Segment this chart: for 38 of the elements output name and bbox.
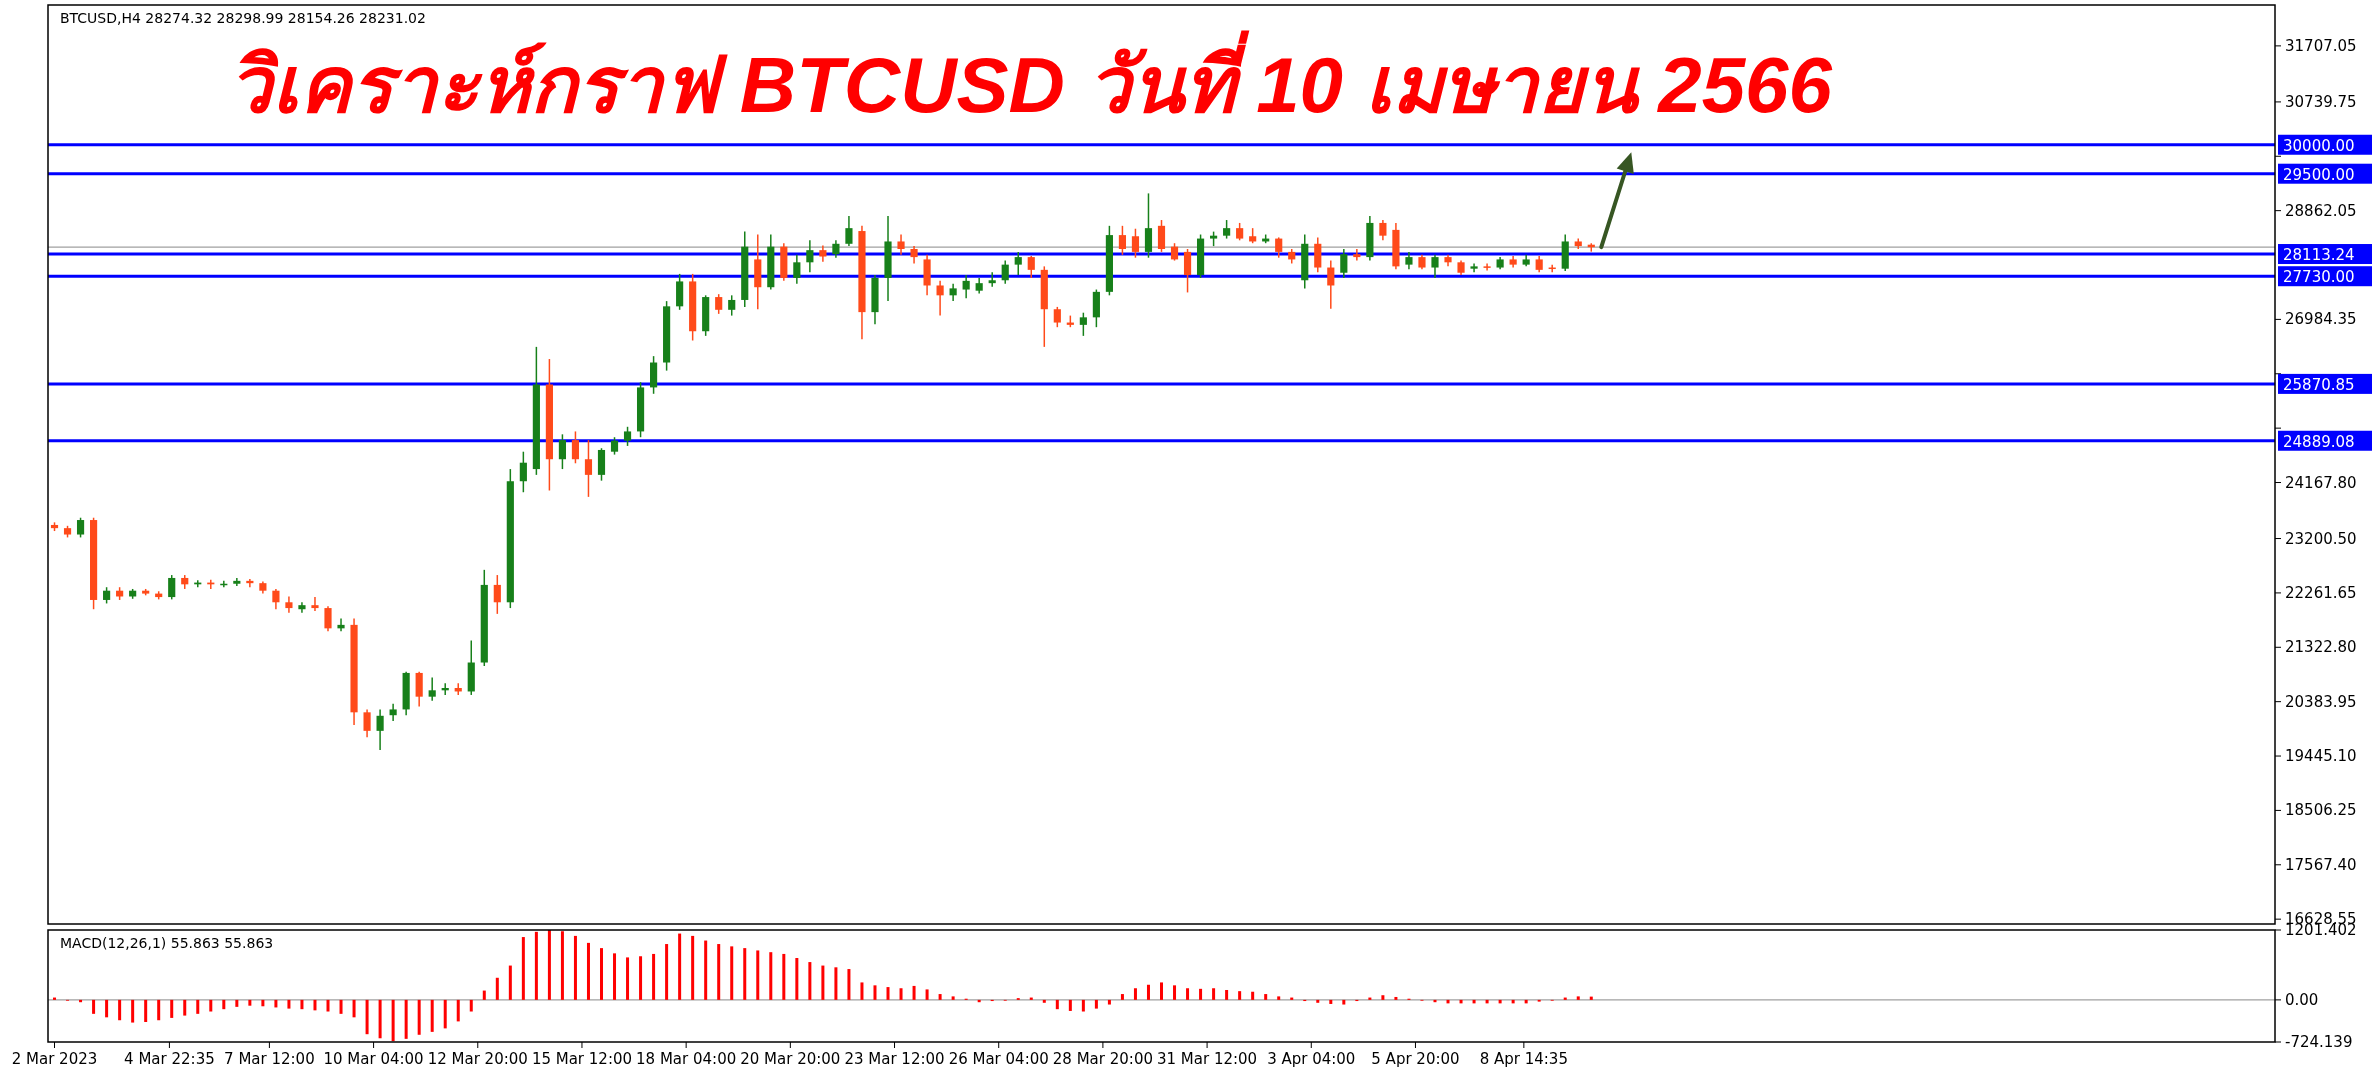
y-tick-label: 0.00 [2285, 990, 2319, 1009]
y-tick-label: 20383.95 [2285, 692, 2357, 711]
x-tick-label: 18 Mar 04:00 [636, 1050, 737, 1068]
x-tick-label: 12 Mar 20:00 [427, 1050, 528, 1068]
y-tick-label: 28862.05 [2285, 201, 2357, 220]
x-tick-label: 10 Mar 04:00 [323, 1050, 424, 1068]
y-tick-label: 23200.50 [2285, 529, 2357, 548]
x-tick-label: 20 Mar 20:00 [740, 1050, 841, 1068]
annotation: BTCUSD,H4 28274.32 28298.99 28154.26 28231.02 [60, 10, 426, 26]
y-tick-label: -724.139 [2285, 1033, 2353, 1051]
x-tick-label: 7 Mar 12:00 [224, 1050, 315, 1068]
x-tick-label: 2 Mar 2023 [11, 1050, 98, 1068]
text: วิเคราะห์กราฟ BTCUSD วันที่ 10 เมษายน 2566 [228, 30, 1833, 129]
x-tick-label: 4 Mar 22:35 [124, 1050, 215, 1068]
y-tick-label: 24167.80 [2285, 473, 2357, 492]
annotation: MACD(12,26,1) 55.863 55.863 [60, 935, 274, 951]
x-tick-label: 31 Mar 12:00 [1157, 1050, 1258, 1068]
x-tick-label: 15 Mar 12:00 [531, 1050, 633, 1068]
ref-line-label: 30000.00 [2283, 136, 2355, 155]
y-tick-label: 17567.40 [2285, 855, 2357, 874]
ref-line-label: 24889.08 [2283, 432, 2355, 451]
ref-line-label: 28113.24 [2283, 246, 2355, 265]
ref-line-label: 29500.00 [2283, 165, 2355, 184]
y-tick-label: 31707.05 [2285, 36, 2357, 55]
y-tick-label: 22261.65 [2285, 583, 2357, 602]
y-tick-label: 18506.25 [2285, 801, 2357, 820]
x-tick-label: 5 Apr 20:00 [1371, 1050, 1460, 1068]
y-tick-label: 21322.80 [2285, 638, 2357, 657]
x-tick-label: 23 Mar 12:00 [844, 1050, 945, 1068]
x-tick-label: 28 Mar 20:00 [1052, 1050, 1153, 1068]
x-tick-label: 3 Apr 04:00 [1267, 1050, 1356, 1068]
x-tick-label: 26 Mar 04:00 [948, 1050, 1049, 1068]
y-tick-label: 30739.75 [2285, 92, 2357, 111]
ref-line-label: 25870.85 [2283, 375, 2355, 394]
y-tick-label: 26984.35 [2285, 310, 2357, 329]
y-tick-label: 19445.10 [2285, 747, 2357, 766]
x-tick-label: 8 Apr 14:35 [1479, 1050, 1568, 1068]
ref-line-label: 27730.00 [2283, 268, 2355, 287]
